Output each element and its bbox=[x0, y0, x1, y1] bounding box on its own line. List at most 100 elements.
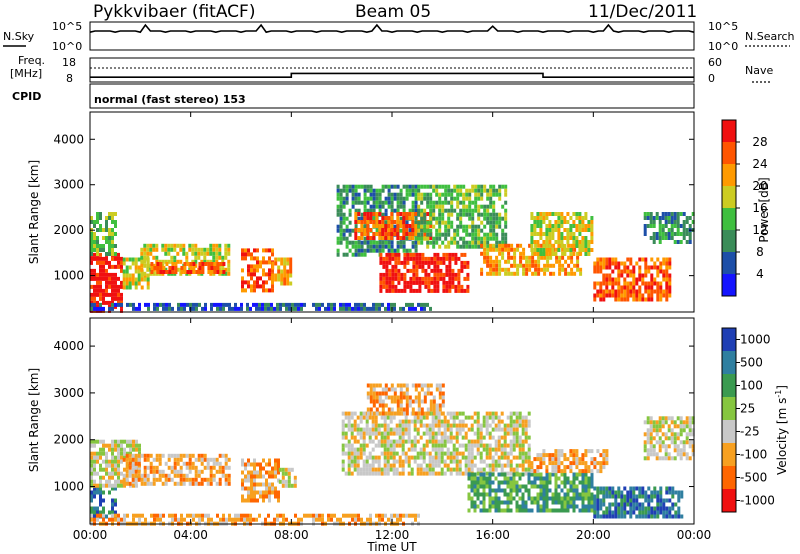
heatmap-cell bbox=[198, 302, 201, 307]
heatmap-cell bbox=[471, 212, 475, 217]
x-tick-label: 08:00 bbox=[274, 528, 309, 542]
heatmap-cell bbox=[105, 224, 108, 228]
heatmap-cell bbox=[134, 285, 138, 290]
heatmap-cell bbox=[453, 208, 457, 213]
heatmap-cell bbox=[426, 200, 430, 205]
heatmap-cell bbox=[581, 244, 585, 248]
heatmap-cell bbox=[664, 436, 668, 441]
heatmap-cell bbox=[480, 228, 484, 233]
heatmap-cell bbox=[159, 517, 162, 522]
heatmap-cell bbox=[462, 212, 466, 217]
heatmap-cell bbox=[560, 500, 564, 505]
heatmap-cell bbox=[381, 513, 384, 518]
heatmap-cell bbox=[525, 259, 529, 264]
heatmap-cell bbox=[495, 216, 499, 221]
heatmap-cell bbox=[473, 504, 477, 509]
heatmap-cell bbox=[120, 451, 123, 456]
heatmap-cell bbox=[250, 268, 253, 273]
heatmap-cell bbox=[426, 196, 430, 201]
heatmap-cell bbox=[218, 461, 222, 466]
heatmap-cell bbox=[388, 252, 392, 257]
heatmap-cell bbox=[117, 447, 120, 452]
heatmap-cell bbox=[386, 455, 390, 460]
heatmap-cell bbox=[212, 255, 216, 260]
heatmap-cell bbox=[399, 391, 403, 396]
heatmap-cell bbox=[90, 517, 93, 522]
heatmap-cell bbox=[682, 424, 686, 429]
heatmap-cell bbox=[386, 471, 390, 476]
heatmap-cell bbox=[420, 220, 424, 225]
heatmap-cell bbox=[449, 471, 453, 476]
heatmap-cell bbox=[200, 461, 204, 466]
heatmap-cell bbox=[117, 256, 120, 261]
heatmap-cell bbox=[387, 220, 391, 224]
heatmap-cell bbox=[480, 267, 484, 272]
heatmap-cell bbox=[471, 240, 475, 245]
heatmap-cell bbox=[278, 467, 282, 472]
heatmap-cell bbox=[90, 490, 93, 495]
heatmap-cell bbox=[282, 513, 285, 518]
heatmap-cell bbox=[667, 452, 671, 457]
heatmap-cell bbox=[551, 453, 555, 458]
heatmap-cell bbox=[599, 297, 603, 302]
heatmap-cell bbox=[522, 251, 526, 256]
heatmap-cell bbox=[401, 463, 405, 468]
heatmap-cell bbox=[578, 220, 582, 224]
heatmap-cell bbox=[668, 281, 672, 286]
heatmap-cell bbox=[530, 461, 534, 466]
heatmap-cell bbox=[468, 208, 472, 213]
heatmap-cell bbox=[125, 453, 129, 458]
heatmap-cell bbox=[486, 259, 490, 264]
heatmap-cell bbox=[429, 403, 433, 408]
heatmap-cell bbox=[411, 232, 415, 236]
heatmap-cell bbox=[665, 261, 669, 266]
heatmap-cell bbox=[614, 293, 618, 298]
heatmap-cell bbox=[366, 407, 370, 412]
heatmap-cell bbox=[102, 300, 105, 305]
heatmap-cell bbox=[482, 488, 486, 493]
heatmap-cell bbox=[344, 471, 348, 476]
heatmap-cell bbox=[377, 459, 381, 464]
heatmap-cell bbox=[186, 270, 190, 274]
heatmap-cell bbox=[638, 506, 642, 511]
heatmap-cell bbox=[420, 224, 424, 229]
heatmap-cell bbox=[277, 490, 280, 495]
heatmap-cell bbox=[521, 484, 525, 489]
heatmap-cell bbox=[399, 196, 403, 201]
heatmap-cell bbox=[167, 465, 171, 470]
heatmap-cell bbox=[372, 244, 376, 249]
heatmap-cell bbox=[369, 399, 373, 404]
heatmap-cell bbox=[454, 260, 458, 265]
heatmap-cell bbox=[578, 248, 582, 252]
heatmap-cell bbox=[215, 457, 219, 462]
heatmap-cell bbox=[383, 463, 387, 468]
heatmap-cell bbox=[679, 456, 683, 461]
heatmap-cell bbox=[432, 403, 436, 408]
heatmap-cell bbox=[182, 473, 186, 478]
heatmap-cell bbox=[445, 264, 449, 269]
heatmap-cell bbox=[500, 472, 504, 477]
heatmap-cell bbox=[176, 457, 180, 462]
heatmap-cell bbox=[635, 261, 639, 266]
heatmap-cell bbox=[375, 407, 379, 412]
heatmap-cell bbox=[488, 500, 492, 505]
heatmap-cell bbox=[164, 259, 168, 264]
heatmap-cell bbox=[679, 440, 683, 445]
heatmap-cell bbox=[218, 247, 222, 252]
heatmap-cell bbox=[102, 498, 105, 503]
heatmap-cell bbox=[590, 224, 594, 228]
heatmap-cell bbox=[438, 387, 442, 392]
heatmap-cell bbox=[652, 452, 656, 457]
heatmap-cell bbox=[375, 204, 379, 209]
heatmap-cell bbox=[374, 415, 378, 420]
heatmap-cell bbox=[381, 411, 385, 416]
heatmap-cell bbox=[530, 496, 534, 501]
heatmap-cell bbox=[498, 251, 502, 256]
heatmap-cell bbox=[623, 293, 627, 298]
heatmap-cell bbox=[506, 500, 510, 505]
heatmap-cell bbox=[425, 439, 429, 444]
heatmap-cell bbox=[419, 471, 423, 476]
heatmap-cell bbox=[371, 427, 375, 432]
heatmap-cell bbox=[105, 284, 108, 289]
